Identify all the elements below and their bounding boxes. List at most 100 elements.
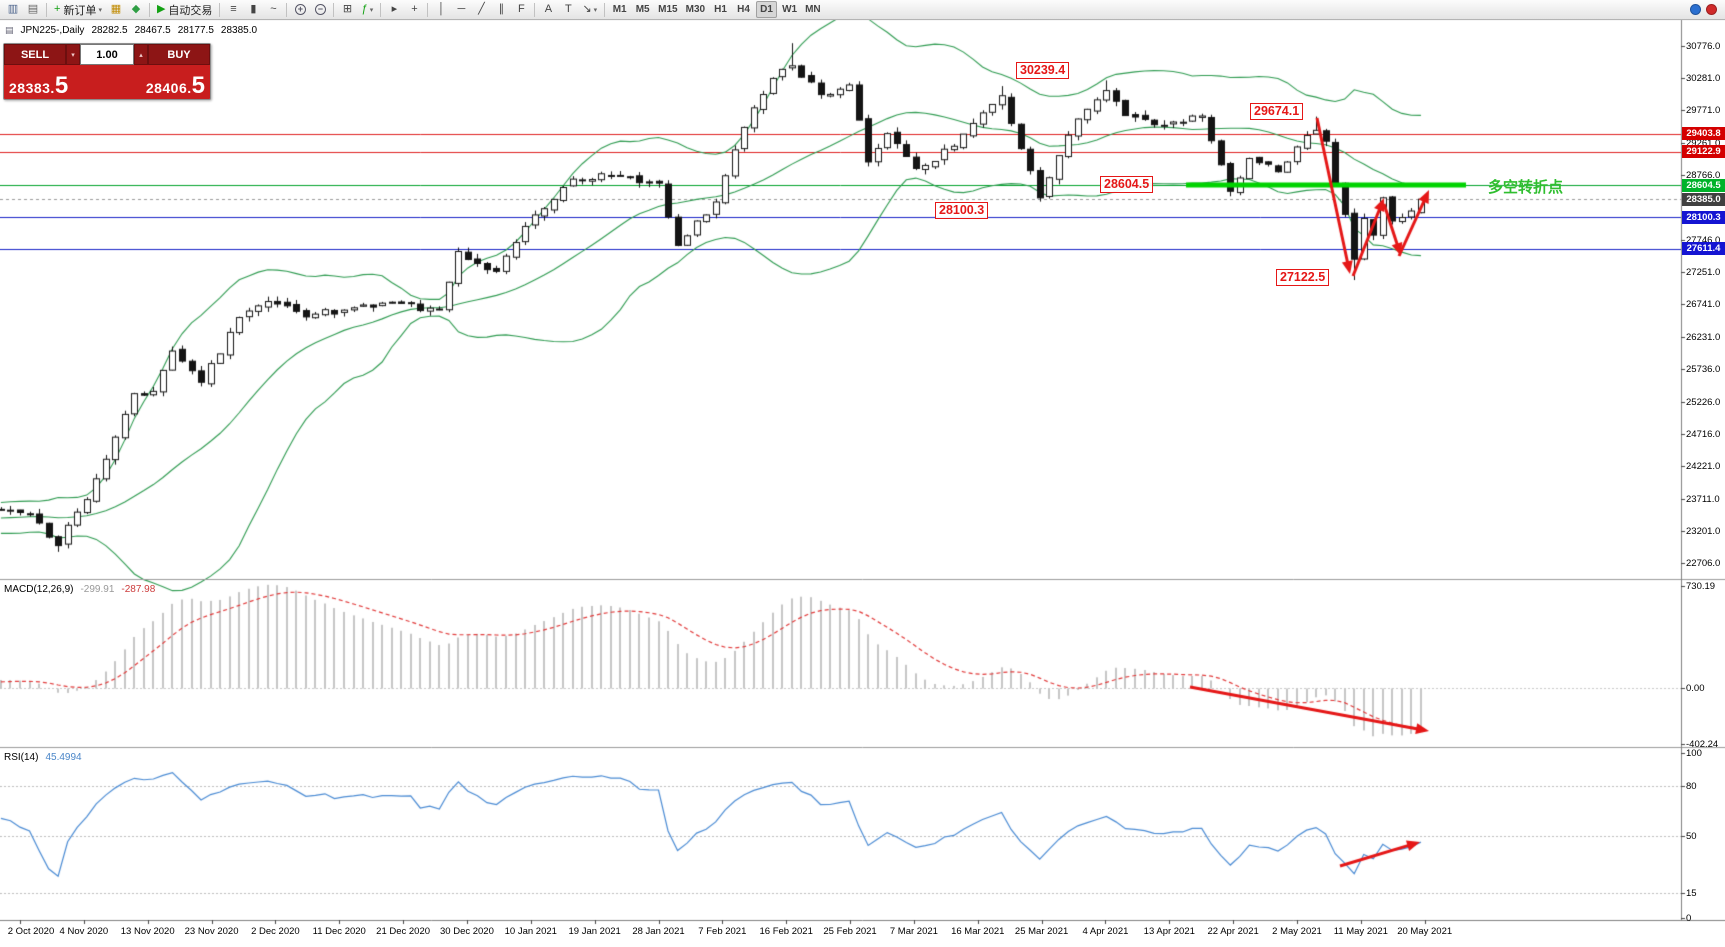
- timeframe-d1-button[interactable]: D1: [756, 1, 778, 18]
- time-axis-label: 30 Dec 2020: [440, 926, 494, 937]
- ohlc-low-value: 28177.5: [177, 25, 214, 36]
- sell-price-main: 28383.: [9, 80, 55, 96]
- macd-scale-label: -402.24: [1686, 739, 1719, 750]
- horizontal-line-icon: ─: [457, 3, 466, 15]
- volume-increase-button[interactable]: ▴: [134, 44, 148, 65]
- toolbar-crosshair-button[interactable]: +: [405, 1, 423, 18]
- ohlc-close-value: 28385.0: [220, 25, 258, 36]
- macd-indicator-title: MACD(12,26,9) -299.91 -287.98: [4, 584, 155, 595]
- toolbar-zoom-out-button[interactable]: −: [311, 1, 329, 18]
- rsi-scale-label: 0: [1686, 913, 1692, 924]
- toolbar-indicators-button[interactable]: ƒ ▾: [358, 1, 376, 18]
- timeframe-h4-button[interactable]: H4: [733, 1, 754, 18]
- toolbar-market-watch-button[interactable]: ▦: [107, 1, 125, 18]
- zoom-in-icon: +: [294, 4, 306, 15]
- timeframe-m5-button[interactable]: M5: [632, 1, 653, 18]
- price-scale-label: 24716.0: [1686, 429, 1721, 441]
- buy-price[interactable]: 28406. 5: [107, 74, 205, 98]
- price-scale-label: 22706.0: [1686, 557, 1721, 569]
- toolbar-text-label-button[interactable]: T: [559, 1, 577, 18]
- toolbar-separator: [286, 2, 288, 17]
- toolbar-line-chart-button[interactable]: ~: [264, 1, 282, 18]
- toolbar-autotrading-label: 自动交易: [168, 4, 213, 17]
- timeframe-h1-button[interactable]: H1: [710, 1, 731, 18]
- time-axis-label: 20 May 2021: [1397, 926, 1453, 937]
- time-axis-label: 16 Feb 2021: [759, 926, 813, 937]
- rsi-pane-separator[interactable]: [0, 745, 1725, 749]
- rsi-scale-label: 100: [1686, 748, 1702, 759]
- toolbar-data-window-button[interactable]: ◆: [127, 1, 145, 18]
- time-axis-label: 2 May 2021: [1272, 926, 1322, 937]
- price-annotation[interactable]: 29674.1: [1250, 103, 1304, 120]
- time-axis-label: 2 Dec 2020: [251, 926, 300, 937]
- macd-scale-label: 0.00: [1686, 683, 1705, 694]
- rsi-label: RSI(14): [4, 752, 39, 763]
- toolbar-autotrading-button[interactable]: ▶ 自动交易: [154, 1, 215, 18]
- time-axis[interactable]: 2 Oct 2020 4 Nov 2020 13 Nov 2020 23 Nov 20…: [0, 921, 1725, 947]
- time-axis-label: 7 Feb 2021: [698, 926, 747, 937]
- price-scale-label: 26231.0: [1686, 332, 1721, 344]
- price-annotation[interactable]: 28100.3: [935, 202, 989, 219]
- volume-input[interactable]: 1.00: [80, 44, 134, 65]
- toolbar-trendline-button[interactable]: ╱: [472, 1, 490, 18]
- toolbar-arrow-objects-button[interactable]: ↘ ▾: [579, 1, 600, 18]
- toolbar-new-order-button[interactable]: + 新订单 ▾: [51, 1, 105, 18]
- toolbar-new-chart-button[interactable]: ▥: [4, 1, 22, 18]
- alert-icon[interactable]: [1706, 4, 1717, 15]
- toolbar-tile-windows-button[interactable]: ⊞: [338, 1, 356, 18]
- text-label-icon: T: [565, 3, 572, 15]
- timeframe-mn-button[interactable]: MN: [802, 1, 824, 18]
- time-axis-label: 10 Jan 2021: [504, 926, 557, 937]
- time-axis-label: 4 Apr 2021: [1082, 926, 1129, 937]
- time-axis-label: 23 Nov 2020: [184, 926, 239, 937]
- price-annotation[interactable]: 27122.5: [1276, 269, 1330, 286]
- timeframe-m1-button[interactable]: M1: [609, 1, 630, 18]
- toolbar-equidistant-channel-button[interactable]: ∥: [492, 1, 510, 18]
- current-price-box: 28385.0: [1682, 192, 1725, 206]
- fibonacci-icon: F: [518, 3, 525, 15]
- ohlc-open-value: 28282.5: [91, 25, 128, 36]
- price-annotation[interactable]: 30239.4: [1016, 62, 1070, 79]
- sell-price[interactable]: 28383. 5: [9, 72, 107, 99]
- price-scale-label: 30776.0: [1686, 41, 1721, 52]
- price-scale-label: 27251.0: [1686, 266, 1721, 278]
- time-axis-label: 16 Mar 2021: [951, 926, 1005, 937]
- price-annotation[interactable]: 28604.5: [1100, 176, 1154, 193]
- symbol-period-label: JPN225-,Daily: [20, 25, 85, 36]
- price-scale-label: 25736.0: [1686, 363, 1721, 375]
- time-axis-label: 7 Mar 2021: [889, 926, 938, 937]
- price-scale-label: 23201.0: [1686, 526, 1721, 538]
- volume-decrease-button[interactable]: ▾: [66, 44, 80, 65]
- toolbar-chart-profiles-button[interactable]: ▤: [24, 1, 42, 18]
- toolbar-text-button[interactable]: A: [539, 1, 557, 18]
- rsi-scale-label: 80: [1686, 781, 1697, 792]
- toolbar-horizontal-line-button[interactable]: ─: [452, 1, 470, 18]
- data-window-icon: ◆: [131, 3, 141, 15]
- info-icon[interactable]: [1690, 4, 1701, 15]
- toolbar-candlestick-chart-button[interactable]: ▮: [244, 1, 262, 18]
- turning-point-note[interactable]: 多空转折点: [1488, 179, 1564, 196]
- new-order-icon: +: [54, 3, 61, 15]
- toolbar-separator: [380, 2, 382, 17]
- toolbar-bar-chart-button[interactable]: ≡: [224, 1, 242, 18]
- toolbar-separator: [534, 2, 536, 17]
- toolbar-fibonacci-button[interactable]: F: [512, 1, 530, 18]
- price-line-value-box: 29403.8: [1682, 127, 1725, 141]
- toolbar-vertical-line-button[interactable]: │: [432, 1, 450, 18]
- time-axis-label: 25 Mar 2021: [1014, 926, 1069, 937]
- timeframe-m15-button[interactable]: M15: [655, 1, 680, 18]
- vertical-line-icon: │: [437, 3, 445, 15]
- price-scale-label: 27746.0: [1686, 235, 1721, 247]
- sell-price-big-digit: 5: [54, 72, 69, 99]
- toolbar-zoom-in-button[interactable]: +: [291, 1, 309, 18]
- rsi-value: 45.4994: [45, 752, 82, 763]
- buy-button[interactable]: BUY: [148, 44, 210, 65]
- macd-pane-separator[interactable]: [0, 578, 1725, 582]
- sell-button[interactable]: SELL: [4, 44, 66, 65]
- indicators-icon: ƒ: [361, 3, 368, 15]
- toolbar-cursor-button[interactable]: ▸: [385, 1, 403, 18]
- timeframe-w1-button[interactable]: W1: [779, 1, 800, 18]
- timeframe-m30-button[interactable]: M30: [683, 1, 708, 18]
